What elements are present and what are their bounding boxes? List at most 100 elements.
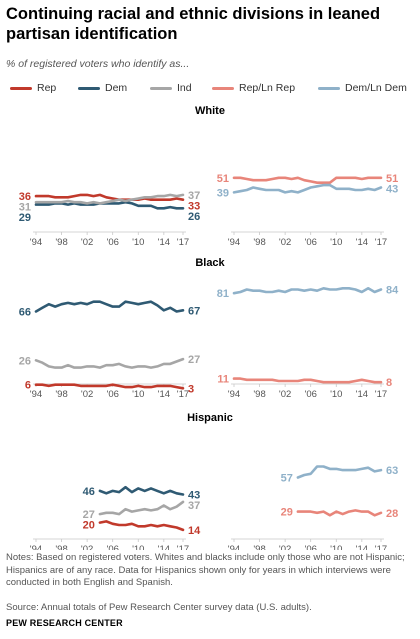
x-tick-label-black-left: '06 — [107, 389, 119, 400]
end-label-ind-hispanic-left: 37 — [188, 500, 200, 512]
series-line-dem-ln-dem-white-right — [232, 183, 383, 194]
legend-swatch-rep — [10, 86, 32, 90]
x-tick-label-white-left: '94 — [30, 237, 42, 248]
x-tick-label-white-right: '94 — [228, 237, 240, 248]
legend-label-dem-ln-dem: Dem/Ln Dem — [345, 82, 407, 94]
series-line-rep-hispanic-left — [98, 520, 185, 532]
end-label-rep-ln-rep-black-right: 8 — [386, 377, 392, 389]
x-tick-label-black-left: '98 — [55, 389, 67, 400]
start-label-ind-black-left: 26 — [19, 355, 31, 367]
end-label-rep-ln-rep-hispanic-right: 28 — [386, 508, 398, 520]
x-tick-label-hispanic-right: '10 — [330, 544, 342, 550]
x-tick-label-black-right: '06 — [305, 389, 317, 400]
x-tick-label-hispanic-left: '94 — [30, 544, 42, 550]
end-label-dem-hispanic-left: 43 — [188, 490, 200, 502]
start-label-rep-ln-rep-black-right: 11 — [217, 374, 229, 386]
x-tick-label-hispanic-left: '10 — [132, 544, 144, 550]
legend-item-dem-ln-dem: Dem/Ln Dem — [318, 82, 407, 94]
series-line-rep-ln-rep-hispanic-right — [296, 509, 383, 517]
legend-item-ind: Ind — [150, 82, 192, 94]
x-tick-label-hispanic-left: '14 — [158, 544, 170, 550]
x-tick-label-white-left: '98 — [55, 237, 67, 248]
series-line-dem-black-left — [34, 300, 185, 313]
series-line-rep-ln-rep-black-right — [232, 377, 383, 384]
brand-label: PEW RESEARCH CENTER — [6, 618, 123, 628]
source-note: Source: Annual totals of Pew Research Ce… — [6, 602, 312, 613]
x-tick-label-white-left: '06 — [107, 237, 119, 248]
legend-item-dem: Dem — [78, 82, 127, 94]
series-line-rep-black-left — [34, 383, 185, 390]
x-tick-label-black-right: '14 — [356, 389, 368, 400]
start-label-dem-hispanic-left: 46 — [83, 486, 95, 498]
x-tick-label-hispanic-right: '02 — [279, 544, 291, 550]
x-tick-label-white-right: '14 — [356, 237, 368, 248]
legend: Rep Dem Ind Rep/Ln Rep Dem/Ln Dem — [0, 82, 420, 98]
end-label-ind-white-left: 37 — [188, 190, 200, 202]
start-label-ind-hispanic-left: 27 — [83, 509, 95, 521]
end-label-dem-black-left: 67 — [188, 305, 200, 317]
group-title-hispanic: Hispanic — [187, 412, 233, 424]
x-tick-label-black-left: '94 — [30, 389, 42, 400]
x-tick-label-black-right: '94 — [228, 389, 240, 400]
x-tick-label-white-left: '17 — [177, 237, 189, 248]
x-tick-label-black-right: '17 — [375, 389, 387, 400]
x-tick-label-hispanic-left: '17 — [177, 544, 189, 550]
group-title-black: Black — [195, 257, 225, 269]
end-label-rep-ln-rep-white-right: 51 — [386, 173, 398, 185]
legend-item-rep: Rep — [10, 82, 56, 94]
end-label-dem-ln-dem-hispanic-right: 63 — [386, 465, 398, 477]
x-tick-label-black-left: '10 — [132, 389, 144, 400]
x-tick-label-hispanic-left: '98 — [55, 544, 67, 550]
start-label-dem-ln-dem-black-right: 81 — [217, 288, 229, 300]
start-label-ind-white-left: 31 — [19, 202, 31, 214]
x-tick-label-black-right: '98 — [253, 389, 265, 400]
x-tick-label-white-left: '14 — [158, 237, 170, 248]
start-label-rep-ln-rep-hispanic-right: 29 — [281, 507, 293, 519]
series-line-dem-hispanic-left — [98, 485, 185, 496]
end-label-dem-ln-dem-black-right: 84 — [386, 285, 399, 297]
end-label-ind-black-left: 27 — [188, 354, 200, 366]
end-label-rep-white-left: 33 — [188, 200, 200, 212]
notes: Notes: Based on registered voters. White… — [6, 552, 405, 588]
x-tick-label-white-left: '02 — [81, 237, 93, 248]
start-label-rep-white-left: 36 — [19, 191, 31, 203]
x-tick-label-white-right: '10 — [330, 237, 342, 248]
x-tick-label-hispanic-right: '17 — [375, 544, 387, 550]
end-label-rep-black-left: 3 — [188, 383, 194, 395]
legend-label-rep: Rep — [37, 82, 57, 94]
series-line-ind-hispanic-left — [98, 500, 185, 516]
legend-swatch-rep-ln-rep — [212, 86, 234, 90]
legend-label-ind: Ind — [177, 82, 192, 94]
x-tick-label-black-right: '10 — [330, 389, 342, 400]
legend-swatch-dem — [78, 86, 100, 90]
x-tick-label-black-left: '14 — [158, 389, 170, 400]
series-line-ind-white-left — [34, 193, 185, 205]
x-tick-label-hispanic-left: '06 — [107, 544, 119, 550]
x-tick-label-white-left: '10 — [132, 237, 144, 248]
x-tick-label-hispanic-left: '02 — [81, 544, 93, 550]
start-label-dem-black-left: 66 — [19, 306, 31, 318]
series-line-rep-ln-rep-white-right — [232, 176, 383, 184]
start-label-rep-black-left: 6 — [25, 380, 31, 392]
x-tick-label-white-right: '98 — [253, 237, 265, 248]
start-label-dem-ln-dem-white-right: 39 — [217, 187, 229, 199]
chart-title: Continuing racial and ethnic divisions i… — [6, 5, 381, 43]
start-label-dem-white-left: 29 — [19, 212, 31, 224]
x-tick-label-black-left: '02 — [81, 389, 93, 400]
series-line-rep-white-left — [34, 193, 185, 201]
series-line-ind-black-left — [34, 357, 185, 369]
x-tick-label-white-right: '02 — [279, 237, 291, 248]
start-label-rep-ln-rep-white-right: 51 — [217, 173, 229, 185]
end-label-dem-white-left: 26 — [188, 211, 200, 223]
start-label-rep-hispanic-left: 20 — [83, 520, 95, 532]
start-label-dem-ln-dem-hispanic-right: 57 — [281, 472, 293, 484]
x-tick-label-black-right: '02 — [279, 389, 291, 400]
end-label-dem-ln-dem-white-right: 43 — [386, 183, 398, 195]
x-tick-label-hispanic-right: '06 — [305, 544, 317, 550]
legend-label-dem: Dem — [105, 82, 128, 94]
x-tick-label-black-left: '17 — [177, 389, 189, 400]
series-line-dem-ln-dem-black-right — [232, 286, 383, 295]
group-title-white: White — [195, 105, 225, 117]
legend-swatch-ind — [150, 86, 172, 90]
